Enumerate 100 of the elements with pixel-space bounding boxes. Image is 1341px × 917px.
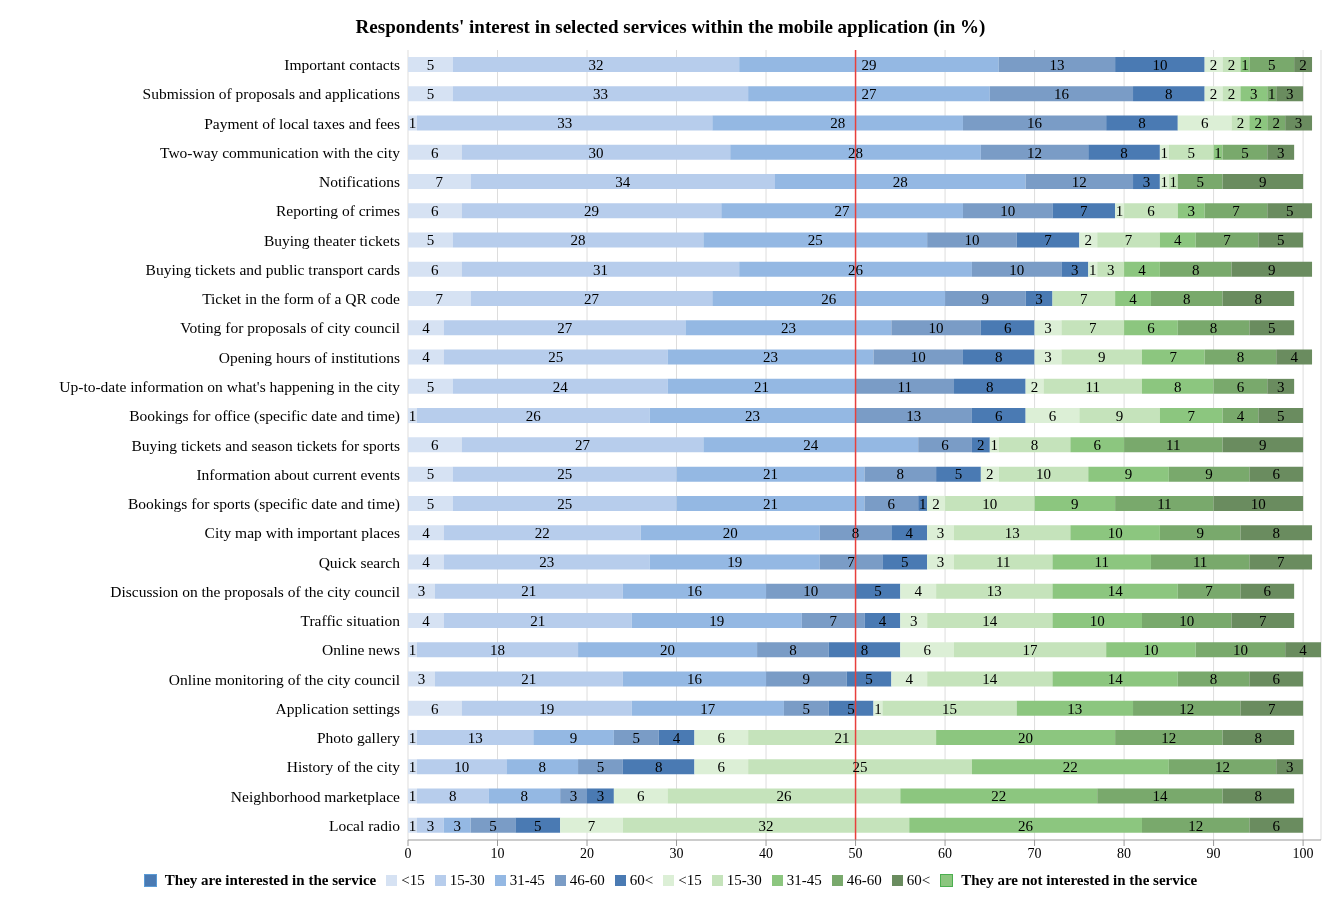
- data-label: 9: [981, 290, 990, 307]
- data-label: 13: [1004, 524, 1020, 541]
- data-label: 8: [1165, 86, 1173, 103]
- data-label: 17: [1022, 642, 1039, 659]
- bar: [819, 525, 892, 541]
- bar: [909, 817, 1142, 833]
- data-label: 7: [847, 554, 856, 571]
- bar: [1240, 86, 1268, 102]
- y-tick-label: City map with important places: [204, 524, 400, 542]
- bar: [703, 437, 919, 453]
- bar: [1150, 554, 1250, 570]
- data-label: 2: [1209, 86, 1218, 103]
- data-label: 5: [1187, 144, 1195, 161]
- data-label: 3: [1035, 290, 1043, 307]
- x-tick-label: 60: [938, 845, 953, 861]
- bar: [1240, 583, 1295, 599]
- y-tick-label: Reporting of crimes: [276, 202, 400, 220]
- data-label: 10: [964, 232, 980, 249]
- bar: [667, 349, 874, 365]
- bar: [900, 788, 1098, 804]
- data-label: 14: [982, 671, 998, 688]
- bar: [667, 788, 901, 804]
- data-label: 7: [1259, 612, 1268, 629]
- bar: [1222, 788, 1295, 804]
- x-tick-label: 20: [580, 845, 595, 861]
- data-label: 1: [408, 817, 417, 834]
- bar: [864, 612, 901, 628]
- bar: [1061, 261, 1089, 277]
- data-label: 26: [525, 407, 542, 424]
- data-label: 32: [588, 56, 604, 73]
- data-label: 16: [686, 583, 703, 600]
- bar: [506, 759, 579, 775]
- bar: [998, 437, 1071, 453]
- bar: [766, 671, 847, 687]
- data-label: 1: [408, 407, 417, 424]
- bar: [408, 700, 462, 716]
- data-label: 2: [1272, 115, 1280, 132]
- data-label: 5: [426, 495, 435, 512]
- data-label: 2: [977, 437, 985, 454]
- bar: [1249, 57, 1295, 72]
- bar: [649, 554, 820, 570]
- data-label: 8: [1254, 729, 1263, 746]
- y-tick-label: Bookings for office (specific date and time): [129, 407, 400, 426]
- data-label: 5: [901, 554, 909, 571]
- data-label: 4: [914, 583, 923, 600]
- data-label: 21: [521, 583, 537, 600]
- bar: [1150, 291, 1223, 307]
- bar: [855, 408, 972, 424]
- data-label: 7: [1268, 700, 1277, 717]
- bar: [640, 525, 820, 541]
- data-label: 7: [435, 290, 444, 307]
- data-label: 11: [1094, 554, 1109, 571]
- legend-label: <15: [677, 872, 702, 889]
- bar: [416, 408, 650, 424]
- data-label: 1: [1214, 144, 1222, 161]
- data-label: 30: [588, 144, 604, 161]
- bar: [1177, 671, 1250, 687]
- bar: [649, 408, 856, 424]
- bar: [1141, 612, 1232, 628]
- bar: [676, 495, 865, 511]
- data-label: 16: [1053, 86, 1070, 103]
- bar: [1285, 115, 1313, 131]
- data-label: 8: [896, 466, 905, 483]
- data-label: 16: [1027, 115, 1043, 132]
- data-label: 28: [830, 115, 846, 132]
- data-label: 14: [1107, 583, 1124, 600]
- data-label: 10: [1152, 56, 1168, 73]
- bar: [1222, 174, 1304, 190]
- bar: [1258, 408, 1304, 424]
- data-label: 7: [1089, 320, 1097, 337]
- bar: [980, 320, 1035, 336]
- bar: [1097, 261, 1125, 277]
- data-label: 20: [660, 642, 676, 659]
- bar: [936, 729, 1116, 745]
- bar: [739, 57, 999, 72]
- data-label: 25: [557, 466, 573, 483]
- y-tick-label: Quick search: [318, 553, 401, 571]
- data-label: 4: [1138, 261, 1147, 278]
- bar: [1052, 671, 1178, 687]
- data-label: 9: [1205, 466, 1213, 483]
- data-label: 13: [986, 583, 1002, 600]
- data-label: 5: [874, 583, 882, 600]
- bar: [1070, 437, 1125, 453]
- bar: [712, 291, 946, 307]
- data-label: 10: [1089, 612, 1105, 629]
- data-label: 27: [861, 86, 877, 103]
- bar: [408, 583, 435, 599]
- bar: [900, 642, 955, 658]
- data-label: 5: [847, 700, 855, 717]
- bar: [1106, 642, 1196, 658]
- bar: [408, 232, 453, 248]
- bar: [408, 525, 444, 541]
- data-label: 8: [1254, 290, 1263, 307]
- data-label: 9: [1259, 437, 1267, 454]
- bar: [998, 57, 1116, 72]
- data-label: 7: [435, 173, 444, 190]
- x-tick-label: 100: [1292, 845, 1314, 861]
- data-label: 17: [700, 700, 716, 717]
- y-tick-label: Information about current events: [196, 465, 400, 483]
- legend-label: 31-45: [785, 872, 822, 889]
